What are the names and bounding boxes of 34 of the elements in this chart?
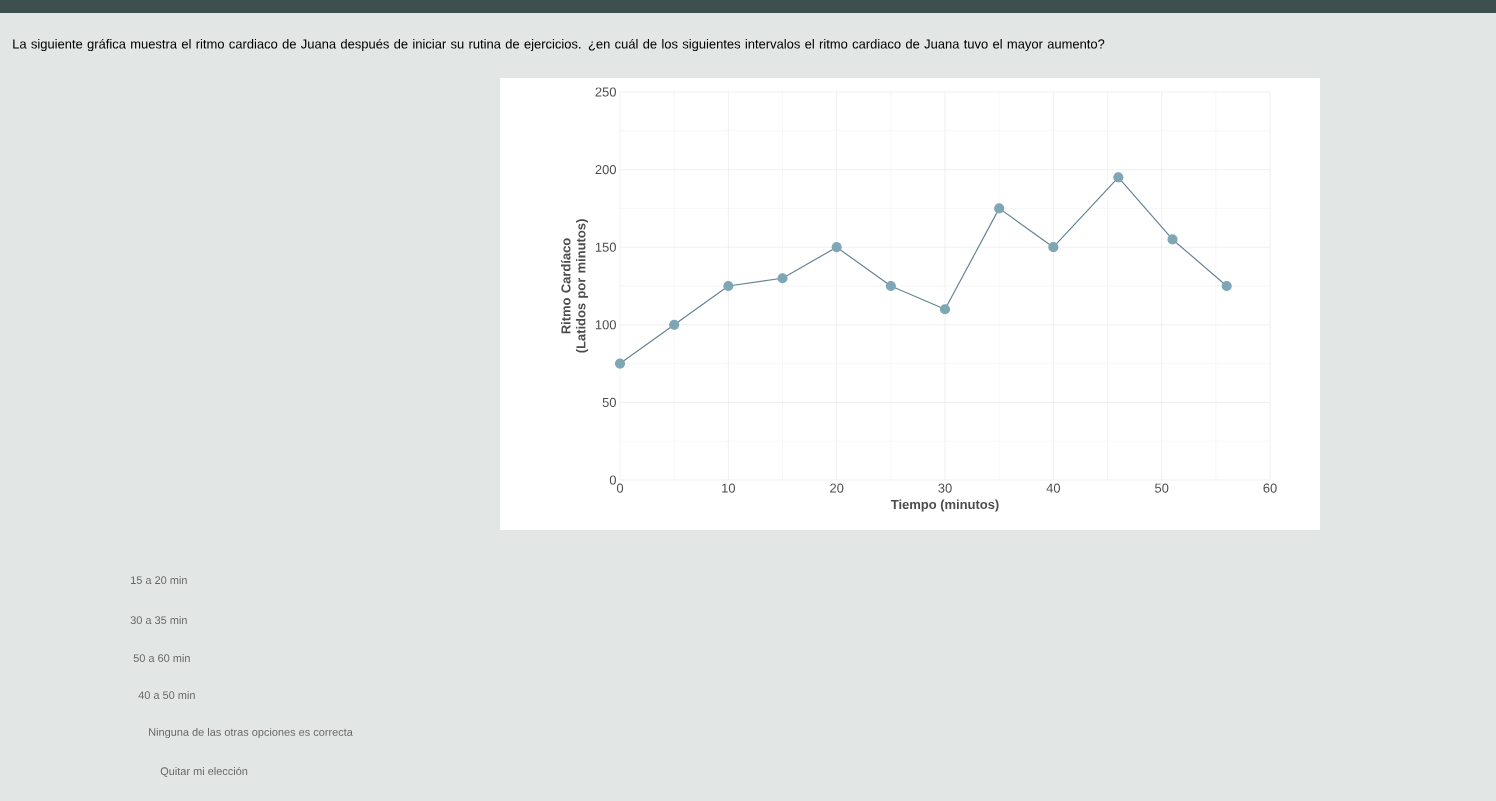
point — [777, 273, 788, 284]
x-tick-label: 30 — [938, 483, 952, 493]
point — [885, 280, 896, 292]
x-tick-label: 0 — [616, 483, 624, 493]
point — [1048, 242, 1059, 253]
text: Quitar mi elección — [160, 766, 248, 778]
point — [614, 358, 626, 369]
y-tick-label: 150 — [595, 242, 616, 252]
text: 50 a 60 min — [133, 653, 190, 663]
y-axis-title: Ritmo Cardíaco (Latidos por minutos) — [560, 219, 589, 353]
point — [939, 304, 951, 315]
chart-title: La siguiente gráfica muestra el ritmo cardiaco de Juana después de iniciar su rutina de ejercicios. ¿en cuál de los siguientes intervalos el ritmo cardiaco de Juana tuvo el mayor aumento? — [13, 38, 1105, 52]
point — [994, 203, 1005, 214]
x-tick-label: 40 — [1046, 483, 1061, 493]
y-tick-label: 0 — [609, 475, 616, 485]
point — [831, 242, 842, 253]
x-tick-label: 10 — [722, 483, 736, 493]
x-tick-label: 20 — [830, 483, 844, 493]
x-tick-label: 60 — [1263, 483, 1277, 493]
point — [723, 280, 734, 292]
point — [1221, 280, 1232, 292]
text: 15 a 20 min — [131, 575, 187, 585]
x-tick-label: 50 — [1155, 483, 1169, 493]
text: 30 a 35 min — [130, 615, 187, 625]
y-tick-label: 50 — [602, 397, 616, 407]
point — [669, 319, 680, 330]
text: Ninguna de las otras opciones es correcta — [149, 727, 353, 739]
text: 40 a 50 min — [138, 690, 195, 700]
point — [1167, 234, 1178, 245]
x-axis-title: Tiempo (minutos) — [890, 499, 999, 512]
point — [1113, 172, 1124, 183]
y-tick-label: 100 — [595, 320, 616, 330]
y-tick-label: 250 — [595, 87, 616, 97]
y-tick-label: 200 — [595, 165, 616, 175]
